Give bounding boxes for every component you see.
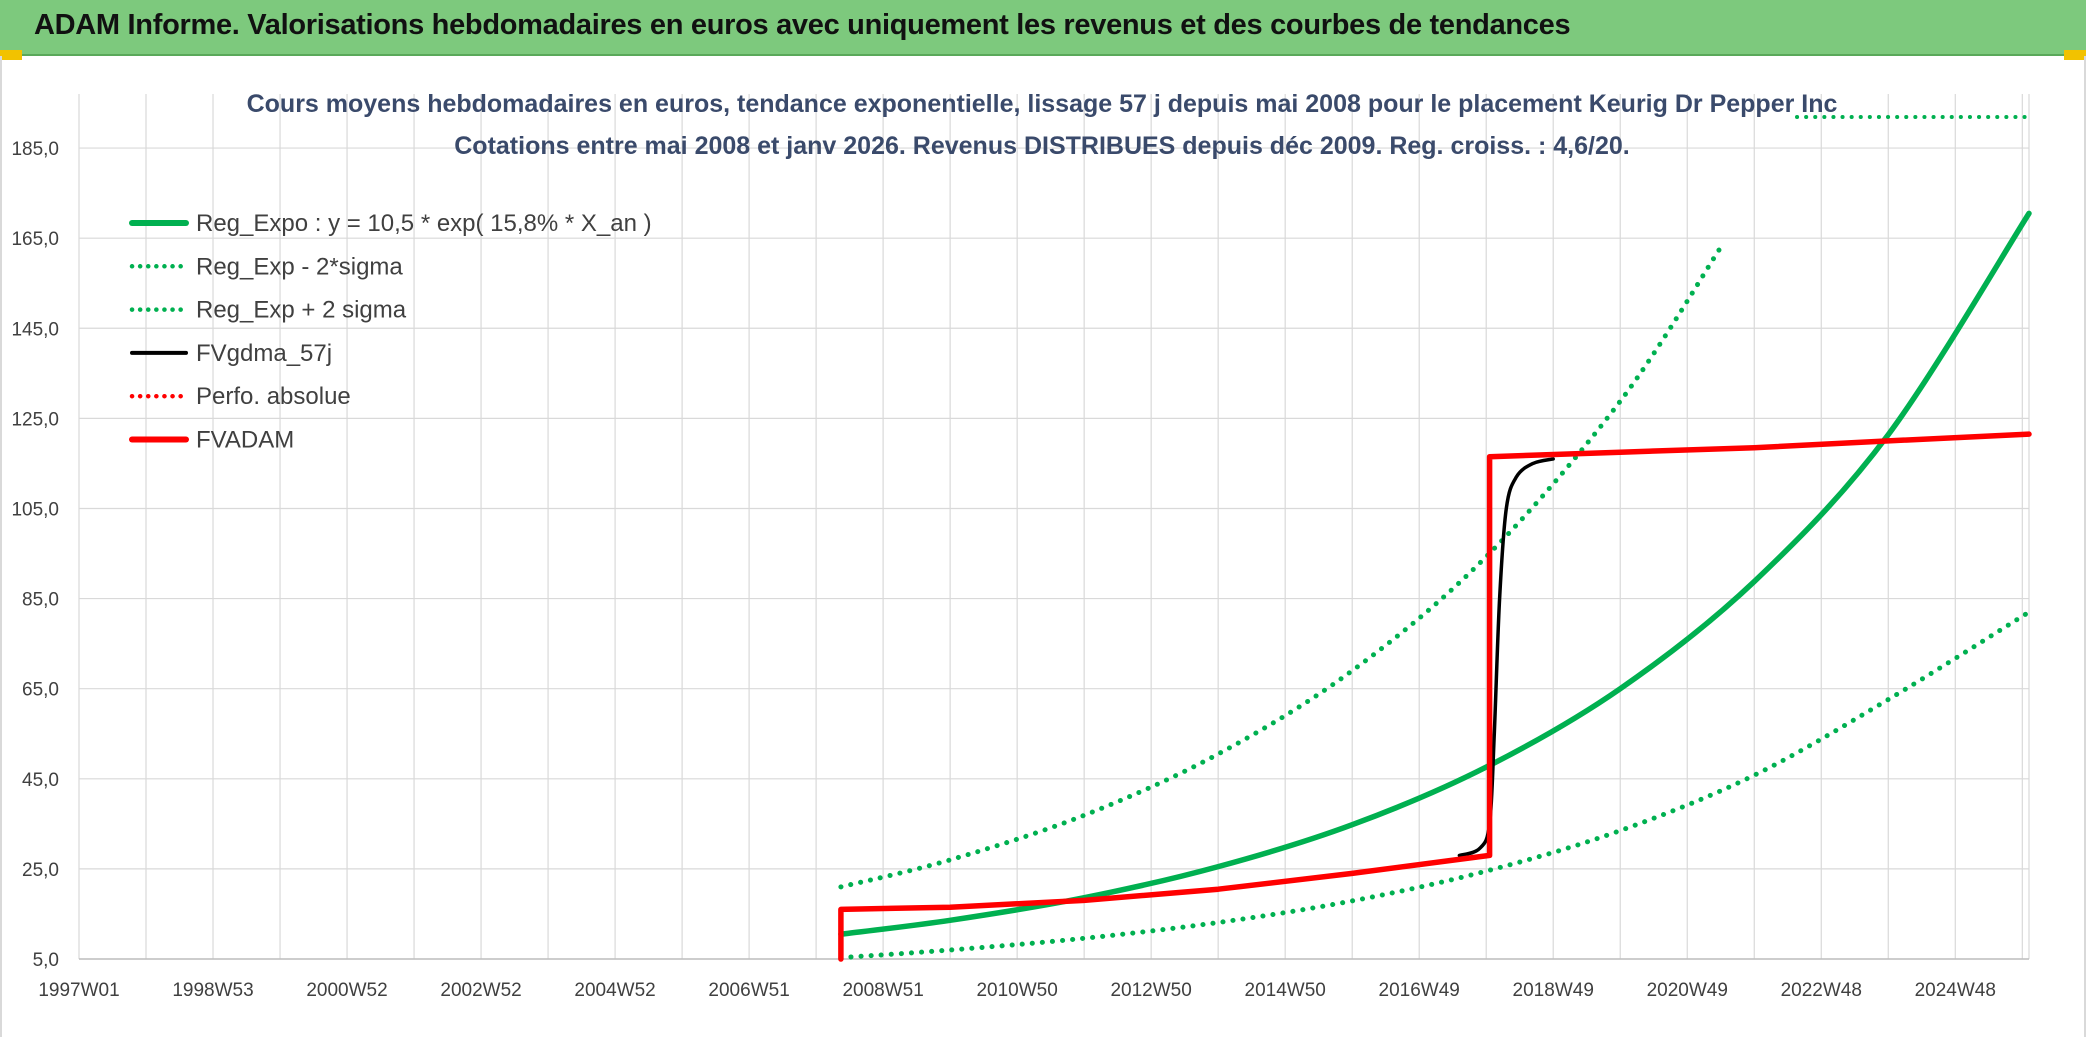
chart-frame: 5,0 25,0 45,0 65,0 85,0 105,0 125,0 145,0 165,0 1… — [0, 56, 2086, 1037]
legend-label: Reg_Exp + 2 sigma — [196, 297, 407, 324]
x-tick-label: 2012W50 — [1110, 980, 1191, 1001]
y-tick-label: 185,0 — [11, 139, 59, 160]
x-tick-label: 2008W51 — [842, 980, 923, 1001]
y-tick-label: 5,0 — [33, 950, 59, 971]
legend-label: FVgdma_57j — [196, 340, 332, 367]
x-tick-label: 2002W52 — [440, 980, 521, 1001]
x-tick-label: 2016W49 — [1379, 980, 1460, 1001]
legend-label: FVADAM — [196, 427, 294, 454]
legend-label: Reg_Exp - 2*sigma — [196, 253, 403, 280]
report-title: ADAM Informe. Valorisations hebdomadaire… — [34, 9, 1571, 41]
x-tick-label: 2018W49 — [1513, 980, 1594, 1001]
chart: 5,0 25,0 45,0 65,0 85,0 105,0 125,0 145,0 165,0 1… — [11, 90, 2032, 1001]
x-tick-label: 2004W52 — [574, 980, 655, 1001]
x-tick-label: 2020W49 — [1647, 980, 1728, 1001]
corner-marker-left — [0, 50, 22, 60]
y-tick-label: 65,0 — [22, 680, 59, 701]
legend-label: Perfo. absolue — [196, 383, 351, 410]
report-banner: ADAM Informe. Valorisations hebdomadaire… — [0, 0, 2086, 56]
series-line-3 — [1457, 457, 1555, 858]
y-tick-label: 165,0 — [11, 229, 59, 250]
x-tick-label: 2000W52 — [306, 980, 387, 1001]
series-line-1 — [838, 609, 2032, 961]
x-tick-label: 2014W50 — [1245, 980, 1326, 1001]
chart-title-line: Cours moyens hebdomadaires en euros, ten… — [247, 90, 1838, 118]
x-tick-label: 1998W53 — [172, 980, 253, 1001]
series-line-0 — [838, 210, 2032, 937]
x-tick-label: 2022W48 — [1781, 980, 1862, 1001]
y-tick-label: 145,0 — [11, 319, 59, 340]
y-tick-label: 105,0 — [11, 499, 59, 520]
legend-label: Reg_Expo : y = 10,5 * exp( 15,8% * X_an … — [196, 210, 652, 237]
x-tick-label: 2006W51 — [708, 980, 789, 1001]
series-line-2 — [838, 244, 1724, 890]
y-tick-label: 25,0 — [22, 860, 59, 881]
y-tick-label: 85,0 — [22, 590, 59, 611]
chart-title-line: Cotations entre mai 2008 et janv 2026. R… — [454, 132, 1629, 160]
x-tick-label: 2024W48 — [1915, 980, 1996, 1001]
x-tick-label: 2010W50 — [976, 980, 1057, 1001]
corner-marker-right — [2064, 50, 2086, 60]
y-tick-label: 125,0 — [11, 409, 59, 430]
series-line-5 — [838, 431, 2032, 962]
x-tick-label: 1997W01 — [38, 980, 119, 1001]
y-tick-label: 45,0 — [22, 770, 59, 791]
